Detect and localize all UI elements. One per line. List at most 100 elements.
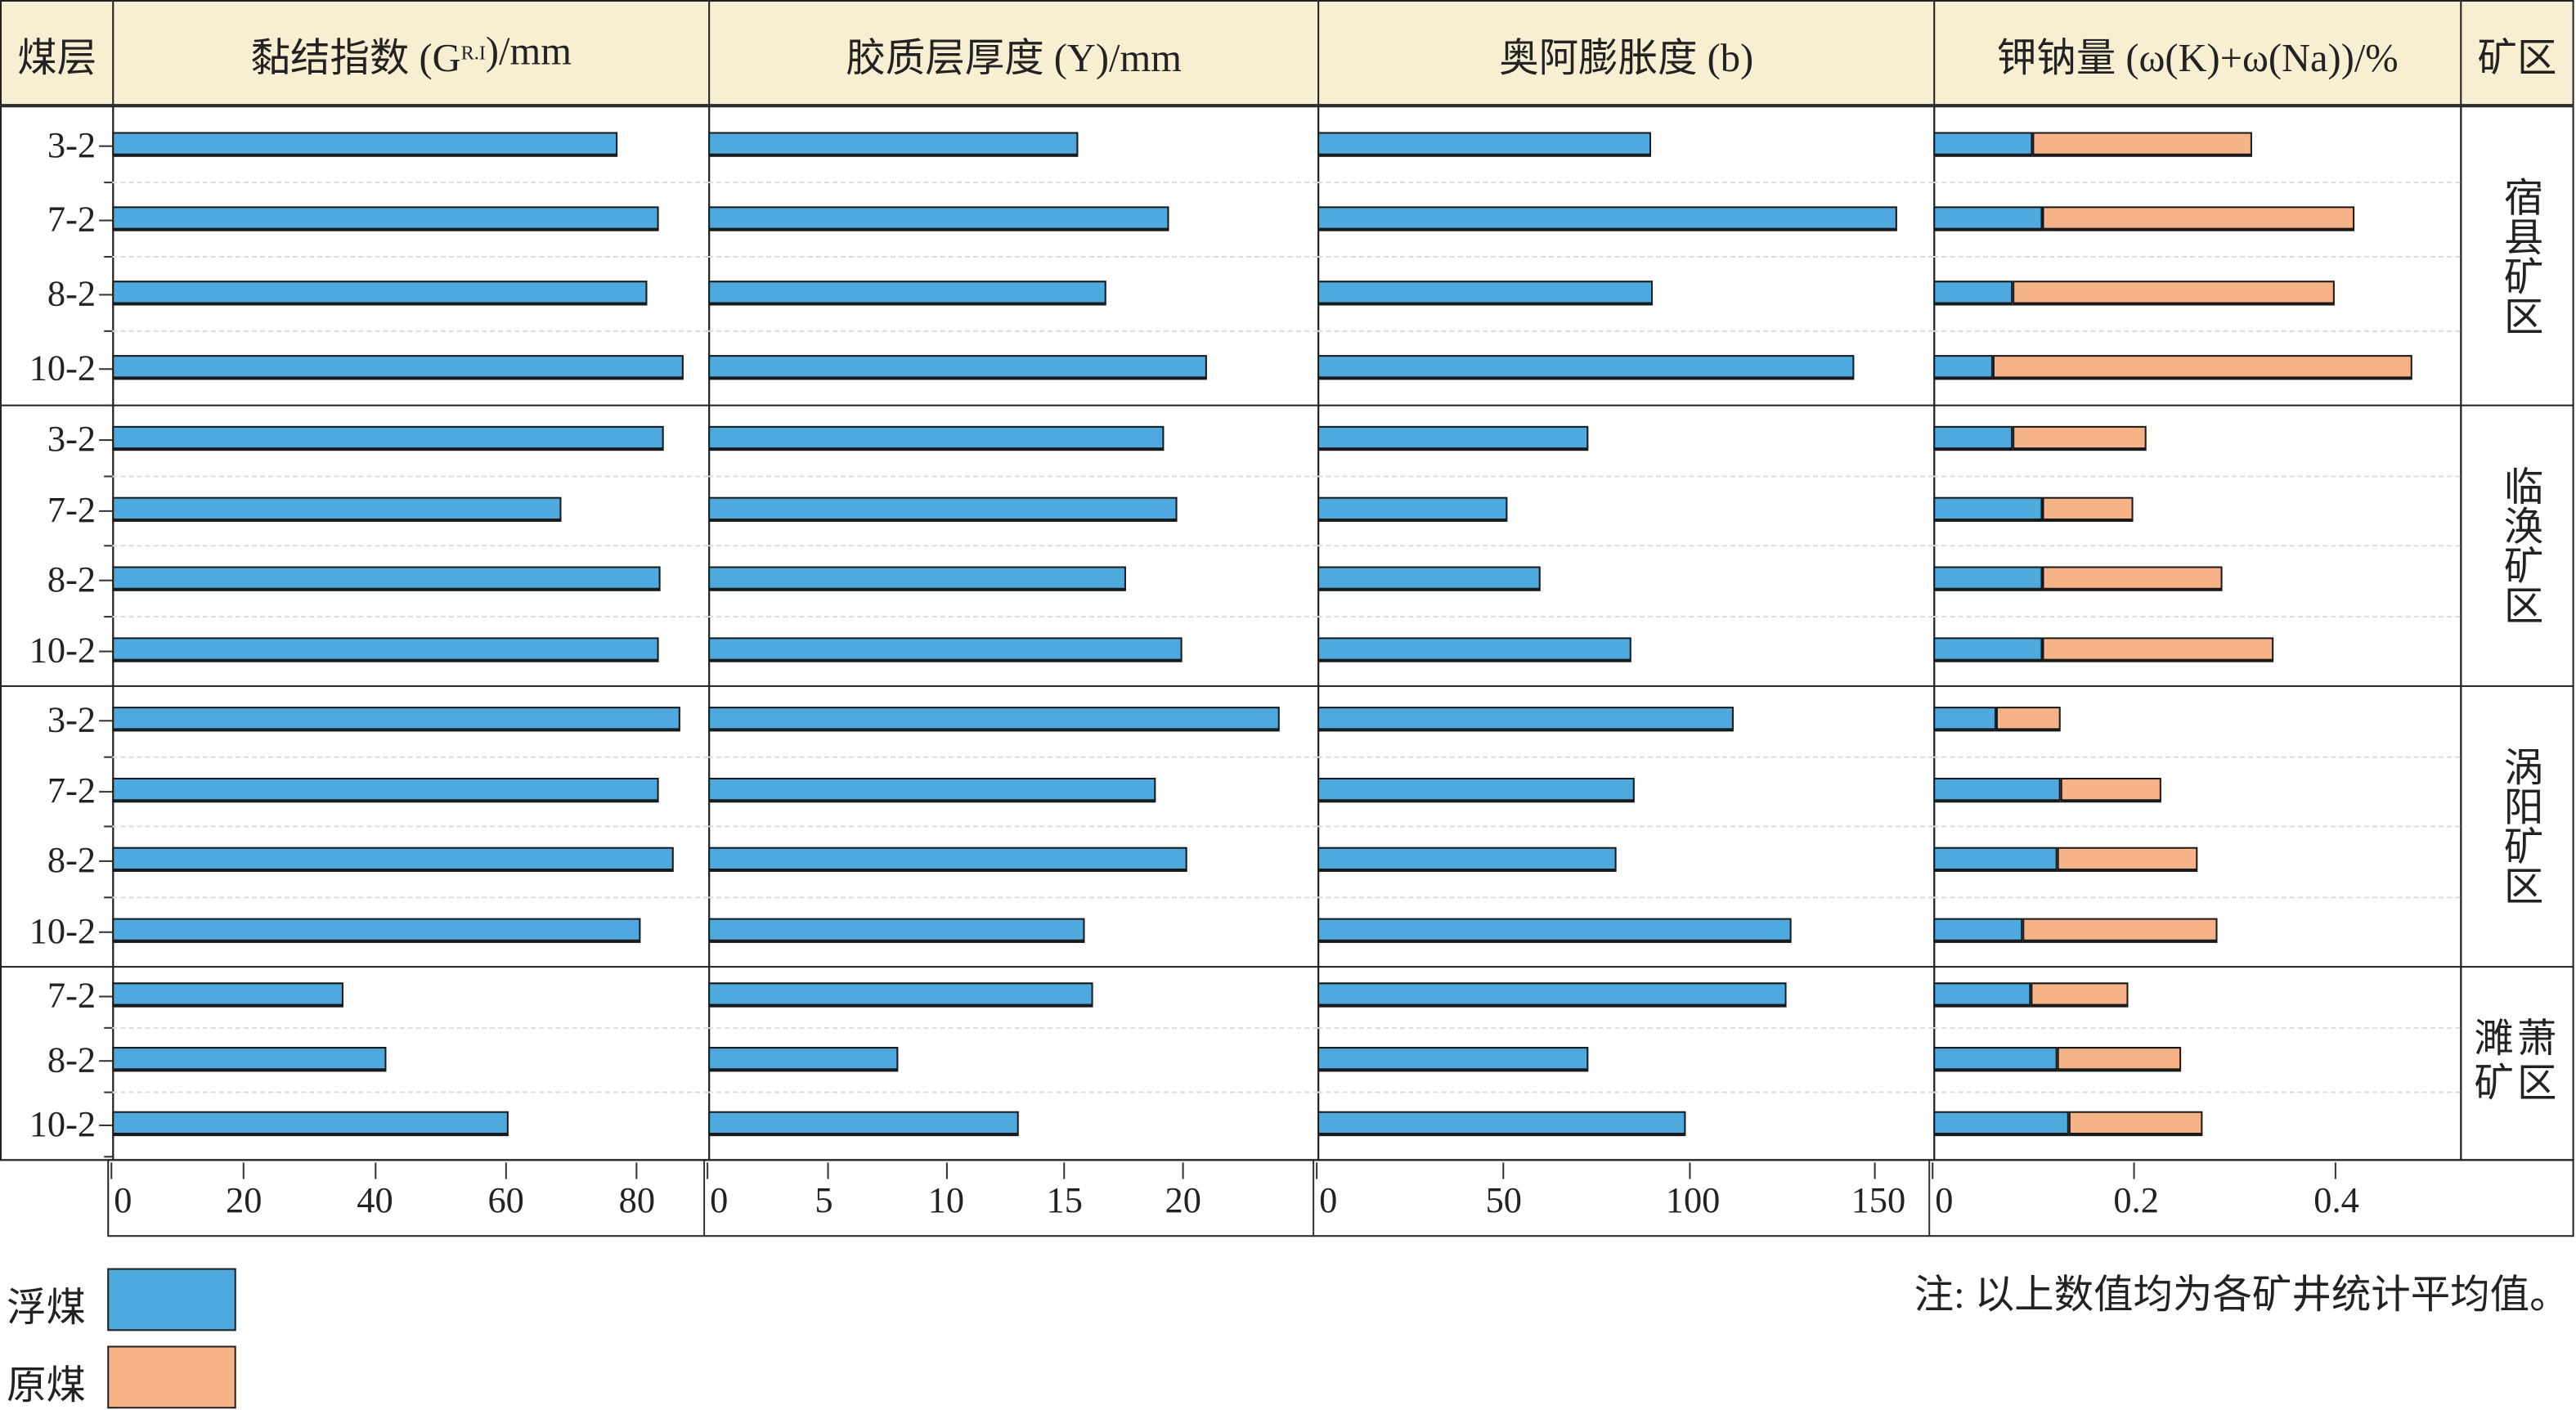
bar-raw-3 bbox=[1996, 707, 2061, 732]
bar-float-0 bbox=[112, 847, 675, 873]
y-minor-tick bbox=[104, 255, 113, 258]
y-tick bbox=[99, 1059, 113, 1062]
gridline bbox=[708, 255, 1318, 258]
bar-float-2 bbox=[1317, 1046, 1588, 1071]
gridline bbox=[1317, 330, 1934, 332]
bar-float-1 bbox=[708, 426, 1164, 451]
bar-float-0 bbox=[112, 1110, 509, 1136]
bar-float-1 bbox=[708, 131, 1079, 156]
y-tick bbox=[99, 720, 113, 722]
x-tick-label: 20 bbox=[226, 1179, 263, 1221]
bar-float-0 bbox=[112, 567, 662, 592]
gridline bbox=[708, 1091, 1318, 1093]
group-divider bbox=[0, 1159, 2574, 1161]
x-tick-label: 50 bbox=[1485, 1179, 1523, 1221]
bar-float-1 bbox=[708, 496, 1178, 522]
y-tick bbox=[99, 649, 113, 653]
gridline bbox=[1933, 615, 2461, 617]
y-tick bbox=[99, 580, 113, 582]
legend-raw-label: 原煤 bbox=[7, 1365, 86, 1409]
gridline bbox=[1933, 755, 2461, 757]
y-minor-tick bbox=[104, 474, 113, 477]
bar-float-2 bbox=[1317, 205, 1896, 231]
x-tick bbox=[2334, 1162, 2336, 1179]
bar-float-2 bbox=[1317, 131, 1651, 156]
x-tick-label: 20 bbox=[1165, 1179, 1201, 1221]
gridline bbox=[1933, 896, 2461, 898]
bar-float-0 bbox=[112, 707, 681, 732]
bar-float-3 bbox=[1933, 280, 2013, 305]
seam-label: 3-2 bbox=[47, 123, 96, 164]
header-mine: 矿区 bbox=[2460, 0, 2574, 106]
bar-float-3 bbox=[1933, 496, 2043, 522]
gridline bbox=[112, 1026, 709, 1029]
mine-label: 涡阳矿区 bbox=[2462, 685, 2572, 966]
gridline bbox=[708, 615, 1318, 617]
gridline bbox=[1317, 474, 1934, 477]
x-tick-label: 40 bbox=[357, 1179, 393, 1221]
x-tick bbox=[505, 1162, 507, 1179]
gridline bbox=[1933, 1091, 2461, 1093]
bar-float-0 bbox=[112, 918, 641, 943]
header-kna: 钾钠量 (ω(K)+ω(Na))/% bbox=[1933, 0, 2462, 106]
group-divider bbox=[0, 966, 2574, 968]
gridline bbox=[708, 896, 1318, 898]
x-tick-label: 5 bbox=[815, 1179, 833, 1221]
bar-float-0 bbox=[112, 981, 344, 1007]
x-tick bbox=[374, 1162, 376, 1179]
bar-raw-3 bbox=[2069, 1110, 2203, 1136]
bar-float-1 bbox=[708, 1046, 899, 1071]
axis-divider-2 bbox=[1313, 1159, 1315, 1237]
x-tick-label: 0.4 bbox=[2313, 1179, 2359, 1221]
gridline bbox=[1317, 896, 1934, 898]
bar-float-0 bbox=[112, 131, 618, 156]
y-tick bbox=[99, 510, 113, 512]
y-tick bbox=[99, 293, 113, 295]
gridline bbox=[1933, 825, 2461, 828]
gridline bbox=[1933, 255, 2461, 258]
gridline bbox=[1317, 825, 1934, 828]
y-minor-tick bbox=[104, 545, 113, 547]
y-tick bbox=[99, 218, 113, 221]
y-minor-tick bbox=[104, 896, 113, 898]
x-tick bbox=[1874, 1162, 1876, 1179]
gridline bbox=[708, 755, 1318, 757]
bar-float-3 bbox=[1933, 636, 2043, 662]
mine-label: 濉萧矿区 bbox=[2462, 966, 2572, 1159]
gridline bbox=[1317, 1026, 1934, 1029]
gridline bbox=[112, 255, 709, 258]
gridline bbox=[1317, 545, 1934, 547]
seam-label: 8-2 bbox=[47, 272, 96, 313]
bar-raw-3 bbox=[2058, 847, 2198, 873]
gridline bbox=[112, 545, 709, 547]
gridline bbox=[1317, 1091, 1934, 1093]
header-gri-tail: )/mm bbox=[485, 30, 572, 74]
bar-raw-3 bbox=[2022, 918, 2218, 943]
y-minor-tick bbox=[104, 330, 113, 332]
x-tick-label: 0.2 bbox=[2113, 1179, 2159, 1221]
gridline bbox=[1933, 330, 2461, 332]
bar-raw-3 bbox=[2060, 777, 2162, 802]
seam-label: 7-2 bbox=[47, 973, 96, 1015]
gridline bbox=[112, 330, 709, 332]
x-tick bbox=[1502, 1162, 1506, 1179]
bar-float-2 bbox=[1317, 496, 1508, 522]
x-tick bbox=[110, 1162, 113, 1179]
x-tick-label: 150 bbox=[1851, 1179, 1906, 1221]
bar-float-3 bbox=[1933, 1046, 2058, 1071]
bar-float-1 bbox=[708, 354, 1206, 379]
y-minor-tick bbox=[104, 1091, 113, 1093]
gridline bbox=[112, 615, 709, 617]
y-minor-tick bbox=[104, 615, 113, 617]
header-gri: 黏结指数 (G R.I)/mm bbox=[112, 0, 711, 106]
gridline bbox=[112, 825, 709, 828]
gridline bbox=[1933, 474, 2461, 477]
x-tick-label: 60 bbox=[487, 1179, 524, 1221]
bar-raw-3 bbox=[2032, 131, 2253, 156]
bar-float-0 bbox=[112, 280, 648, 305]
x-tick-label: 0 bbox=[114, 1179, 132, 1221]
gridline bbox=[708, 330, 1318, 332]
gridline bbox=[708, 545, 1318, 547]
mine-label: 宿县矿区 bbox=[2462, 107, 2572, 404]
